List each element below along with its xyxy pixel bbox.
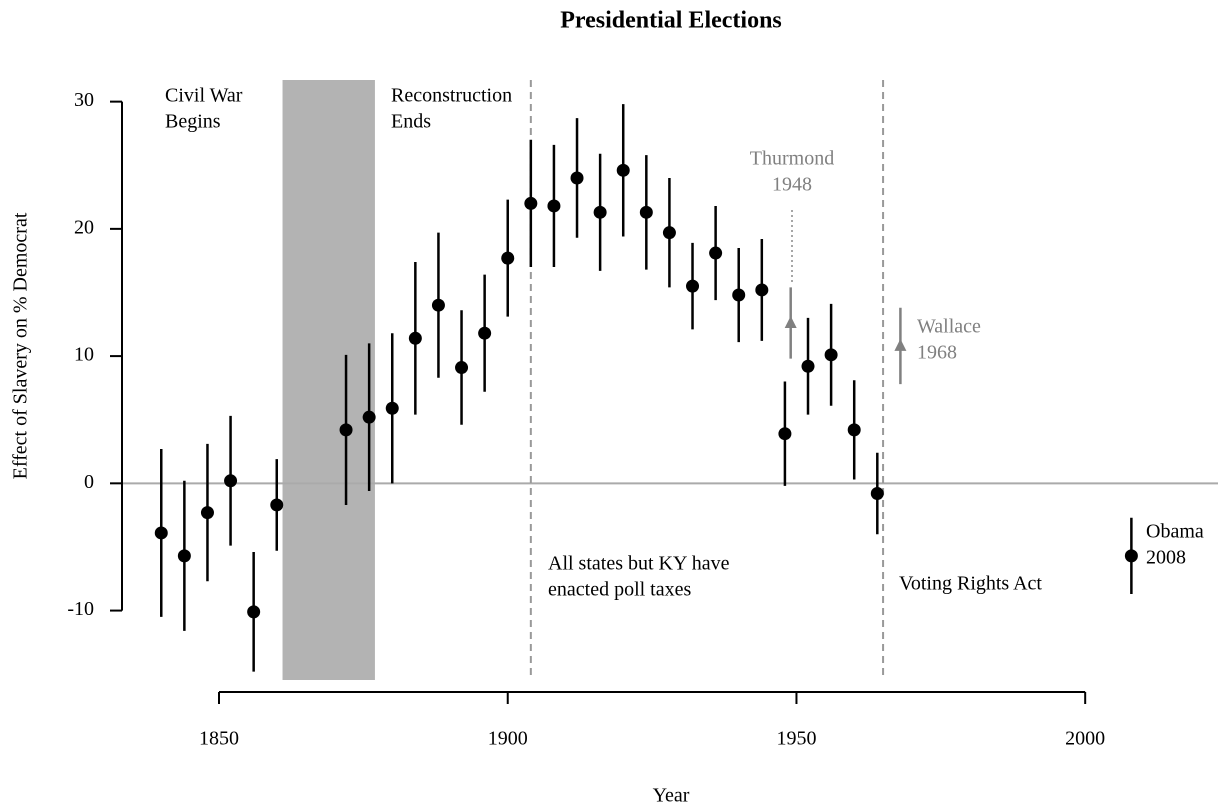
point bbox=[709, 246, 723, 260]
x-tick-label: 1950 bbox=[776, 728, 816, 750]
annotation: Ends bbox=[391, 111, 431, 133]
point bbox=[1124, 549, 1138, 563]
point bbox=[778, 427, 792, 441]
chart-title: Presidential Elections bbox=[560, 8, 782, 34]
point bbox=[200, 506, 214, 520]
point bbox=[177, 549, 191, 563]
point bbox=[408, 331, 422, 345]
x-tick-label: 2000 bbox=[1065, 728, 1105, 750]
annotation: 1948 bbox=[772, 174, 812, 196]
point bbox=[431, 298, 445, 312]
point bbox=[755, 283, 769, 297]
annotation: Wallace bbox=[917, 316, 981, 338]
point bbox=[154, 526, 168, 540]
y-tick-label: 30 bbox=[74, 89, 94, 111]
y-tick-label: -10 bbox=[67, 598, 94, 620]
point bbox=[570, 171, 584, 185]
point bbox=[847, 423, 861, 437]
point bbox=[732, 288, 746, 302]
point bbox=[616, 163, 630, 177]
x-axis-label: Year bbox=[653, 785, 690, 807]
point bbox=[501, 251, 515, 265]
point bbox=[894, 338, 907, 351]
x-tick-label: 1900 bbox=[488, 728, 528, 750]
point bbox=[784, 316, 797, 329]
annotation: Voting Rights Act bbox=[899, 573, 1042, 595]
annotation: Obama bbox=[1146, 521, 1204, 543]
annotation: Civil War bbox=[165, 85, 243, 107]
point bbox=[478, 326, 492, 340]
annotation: Thurmond bbox=[750, 148, 834, 170]
point bbox=[455, 361, 469, 375]
shaded-region bbox=[282, 80, 375, 680]
point bbox=[870, 487, 884, 501]
annotation: 1968 bbox=[917, 342, 957, 364]
point bbox=[339, 423, 353, 437]
point bbox=[247, 605, 261, 619]
y-tick-label: 20 bbox=[74, 216, 94, 238]
point bbox=[385, 401, 399, 415]
y-axis-label: Effect of Slavery on % Democrat bbox=[10, 212, 32, 479]
point bbox=[224, 474, 238, 488]
y-tick-label: 10 bbox=[74, 344, 94, 366]
point bbox=[593, 205, 607, 219]
point bbox=[362, 410, 376, 424]
point bbox=[801, 359, 815, 373]
annotation: Reconstruction bbox=[391, 85, 512, 107]
annotation: All states but KY have bbox=[548, 553, 730, 575]
point bbox=[639, 205, 653, 219]
point bbox=[524, 196, 538, 210]
annotation: 2008 bbox=[1146, 547, 1186, 569]
point bbox=[662, 226, 676, 240]
annotation: enacted poll taxes bbox=[548, 579, 691, 601]
point bbox=[270, 498, 284, 512]
point bbox=[547, 199, 561, 213]
point bbox=[824, 348, 838, 362]
y-tick-label: 0 bbox=[84, 471, 94, 493]
x-tick-label: 1850 bbox=[199, 728, 239, 750]
annotation: Begins bbox=[165, 111, 221, 133]
point bbox=[686, 279, 700, 293]
